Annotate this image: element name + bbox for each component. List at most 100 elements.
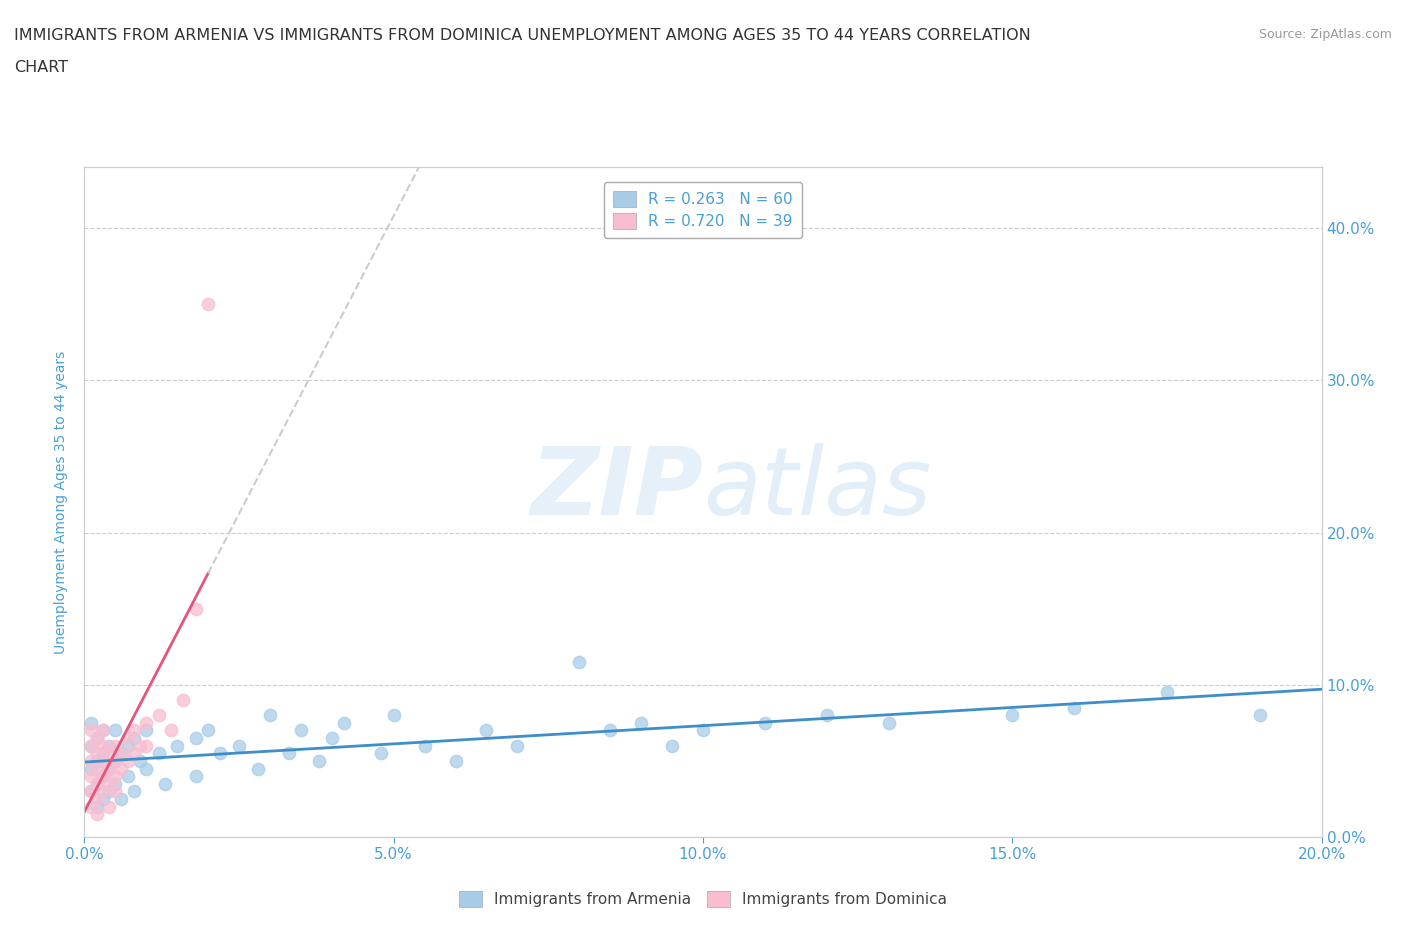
Point bbox=[86, 746, 108, 761]
Point bbox=[209, 746, 232, 761]
Point bbox=[308, 753, 330, 768]
Point bbox=[91, 791, 114, 806]
Point bbox=[79, 761, 101, 776]
Point bbox=[104, 777, 127, 791]
Point bbox=[122, 784, 145, 799]
Point bbox=[661, 738, 683, 753]
Point bbox=[110, 791, 132, 806]
Point bbox=[877, 715, 900, 730]
Point bbox=[117, 769, 139, 784]
Point bbox=[135, 738, 157, 753]
Point bbox=[104, 738, 127, 753]
Point bbox=[129, 738, 152, 753]
Point bbox=[413, 738, 436, 753]
Point bbox=[104, 723, 127, 737]
Point bbox=[79, 784, 101, 799]
Text: ZIP: ZIP bbox=[530, 443, 703, 535]
Point bbox=[122, 731, 145, 746]
Point bbox=[79, 715, 101, 730]
Point bbox=[104, 769, 127, 784]
Text: atlas: atlas bbox=[703, 444, 931, 535]
Point bbox=[98, 777, 121, 791]
Point bbox=[79, 723, 101, 737]
Point bbox=[110, 746, 132, 761]
Point bbox=[333, 715, 356, 730]
Point bbox=[259, 708, 281, 723]
Point bbox=[86, 799, 108, 814]
Point bbox=[91, 723, 114, 737]
Point bbox=[91, 723, 114, 737]
Point bbox=[110, 761, 132, 776]
Y-axis label: Unemployment Among Ages 35 to 44 years: Unemployment Among Ages 35 to 44 years bbox=[55, 351, 69, 654]
Point bbox=[91, 738, 114, 753]
Point bbox=[104, 753, 127, 768]
Point bbox=[630, 715, 652, 730]
Point bbox=[197, 297, 219, 312]
Point bbox=[475, 723, 498, 737]
Point bbox=[277, 746, 299, 761]
Point bbox=[135, 761, 157, 776]
Legend: Immigrants from Armenia, Immigrants from Dominica: Immigrants from Armenia, Immigrants from… bbox=[450, 882, 956, 916]
Point bbox=[79, 769, 101, 784]
Point bbox=[382, 708, 405, 723]
Point bbox=[122, 746, 145, 761]
Point bbox=[117, 731, 139, 746]
Point bbox=[79, 784, 101, 799]
Point bbox=[98, 784, 121, 799]
Point bbox=[444, 753, 467, 768]
Point bbox=[1249, 708, 1271, 723]
Point bbox=[1156, 685, 1178, 700]
Point bbox=[91, 746, 114, 761]
Text: Source: ZipAtlas.com: Source: ZipAtlas.com bbox=[1258, 28, 1392, 41]
Point bbox=[79, 738, 101, 753]
Point bbox=[172, 693, 194, 708]
Point bbox=[321, 731, 343, 746]
Point bbox=[86, 777, 108, 791]
Point bbox=[135, 715, 157, 730]
Point bbox=[98, 799, 121, 814]
Point bbox=[290, 723, 312, 737]
Point bbox=[1063, 700, 1085, 715]
Point bbox=[117, 738, 139, 753]
Point bbox=[98, 738, 121, 753]
Point bbox=[86, 731, 108, 746]
Point bbox=[197, 723, 219, 737]
Point bbox=[506, 738, 529, 753]
Point bbox=[370, 746, 392, 761]
Point bbox=[110, 746, 132, 761]
Point bbox=[86, 753, 108, 768]
Point bbox=[86, 777, 108, 791]
Point bbox=[79, 799, 101, 814]
Point bbox=[104, 784, 127, 799]
Text: IMMIGRANTS FROM ARMENIA VS IMMIGRANTS FROM DOMINICA UNEMPLOYMENT AMONG AGES 35 T: IMMIGRANTS FROM ARMENIA VS IMMIGRANTS FR… bbox=[14, 28, 1031, 43]
Point bbox=[86, 761, 108, 776]
Point bbox=[228, 738, 250, 753]
Point bbox=[86, 791, 108, 806]
Point bbox=[599, 723, 621, 737]
Point bbox=[79, 738, 101, 753]
Point bbox=[104, 753, 127, 768]
Point bbox=[79, 753, 101, 768]
Point bbox=[754, 715, 776, 730]
Point bbox=[129, 753, 152, 768]
Point bbox=[246, 761, 269, 776]
Point bbox=[184, 731, 207, 746]
Point bbox=[160, 723, 183, 737]
Point bbox=[148, 708, 170, 723]
Point bbox=[166, 738, 188, 753]
Point bbox=[184, 769, 207, 784]
Text: CHART: CHART bbox=[14, 60, 67, 75]
Point bbox=[568, 655, 591, 670]
Point bbox=[692, 723, 714, 737]
Point bbox=[122, 723, 145, 737]
Point bbox=[815, 708, 838, 723]
Point bbox=[86, 806, 108, 821]
Point bbox=[153, 777, 176, 791]
Point bbox=[98, 761, 121, 776]
Point bbox=[91, 784, 114, 799]
Point bbox=[184, 602, 207, 617]
Point bbox=[98, 761, 121, 776]
Point bbox=[98, 746, 121, 761]
Point bbox=[91, 769, 114, 784]
Point bbox=[91, 753, 114, 768]
